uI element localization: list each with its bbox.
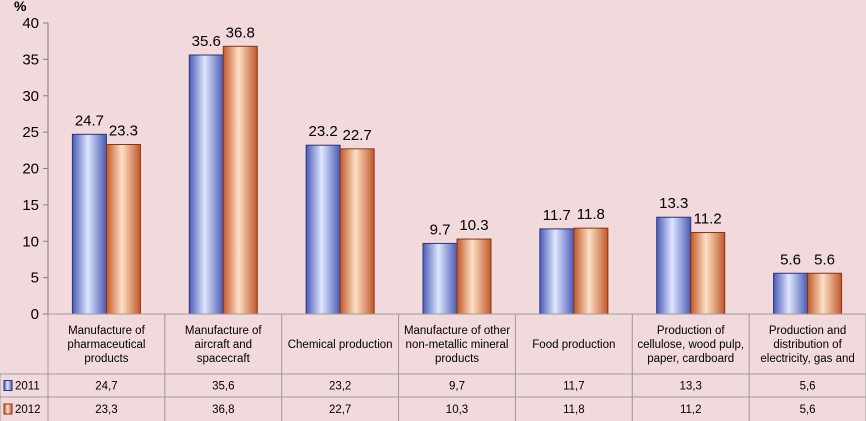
data-label-2012-5: 11.2 <box>694 211 722 228</box>
data-label-2011-1: 35.6 <box>192 33 221 50</box>
table-cell-2011-3: 9,7 <box>449 381 465 393</box>
data-label-2011-2: 23.2 <box>309 123 338 140</box>
bar-2012-2 <box>339 148 375 315</box>
y-tick-label: 5 <box>31 270 39 287</box>
table-cell-2011-6: 5,6 <box>800 381 816 393</box>
table-cell-2012-1: 36,8 <box>212 404 234 416</box>
legend-label-2012: 2012 <box>15 404 41 416</box>
data-label-2012-3: 10.3 <box>459 217 488 234</box>
category-label-6: Production and distribution of electricity… <box>760 325 854 365</box>
data-label-2011-5: 13.3 <box>659 195 688 212</box>
table-cell-2011-5: 13,3 <box>680 381 702 393</box>
category-label-3: Manufacture of other non-metallic mineral… <box>404 325 510 365</box>
bar-2012-4 <box>573 227 609 315</box>
category-label-2: Chemical production <box>288 339 393 351</box>
data-label-2011-0: 24.7 <box>75 112 104 129</box>
table-cell-2012-0: 23,3 <box>95 404 117 416</box>
bar-2012-5 <box>690 232 726 315</box>
category-label-0: Manufacture of pharmaceutical products <box>67 325 145 365</box>
data-label-2011-6: 5.6 <box>780 251 801 268</box>
bar-2011-4 <box>539 228 575 315</box>
y-tick-label: 30 <box>22 88 39 105</box>
legend-key-2011 <box>3 380 13 391</box>
legend-label-2011: 2011 <box>15 381 40 393</box>
y-tick-label: 40 <box>22 15 39 32</box>
y-tick-label: 25 <box>22 124 39 141</box>
data-label-2012-6: 5.6 <box>814 251 835 268</box>
data-label-2011-3: 9.7 <box>430 221 451 238</box>
bar-2011-6 <box>773 272 809 315</box>
category-label-5: Production of cellulose, wood pulp, paper,… <box>637 325 744 365</box>
table-cell-2012-4: 11,8 <box>563 404 585 416</box>
bar-2011-0 <box>71 133 107 315</box>
table-cell-2011-2: 23,2 <box>329 381 351 393</box>
category-label-4: Food production <box>532 339 615 351</box>
bar-2011-3 <box>422 242 458 315</box>
table-cell-2011-1: 35,6 <box>212 381 234 393</box>
y-tick-label: 35 <box>22 51 39 68</box>
table-cell-2012-5: 11,2 <box>680 404 702 416</box>
legend-key-2012 <box>3 403 13 415</box>
bar-2011-5 <box>656 216 692 315</box>
category-label-1: Manufacture of aircraft and spacecraft <box>185 325 263 365</box>
y-unit-label: % <box>14 0 27 14</box>
bar-2012-3 <box>456 238 492 315</box>
y-tick-label: 20 <box>22 161 39 178</box>
bar-2012-1 <box>222 45 258 315</box>
table-cell-2012-6: 5,6 <box>800 404 816 416</box>
data-label-2012-1: 36.8 <box>226 24 255 41</box>
data-label-2012-0: 23.3 <box>109 122 138 139</box>
y-tick-label: 10 <box>22 233 39 250</box>
data-label-2012-4: 11.8 <box>577 206 605 223</box>
data-label-2011-4: 11.7 <box>543 207 571 224</box>
bar-2011-2 <box>305 144 341 315</box>
data-label-2012-2: 22.7 <box>343 127 372 144</box>
y-tick-label: 15 <box>22 197 39 214</box>
bar-2012-0 <box>105 143 141 315</box>
y-tick-label: 0 <box>31 306 39 323</box>
table-cell-2012-2: 22,7 <box>329 404 351 416</box>
table-cell-2011-4: 11,7 <box>563 381 585 393</box>
bar-2012-6 <box>807 272 843 315</box>
table-cell-2012-3: 10,3 <box>446 404 468 416</box>
bar-2011-1 <box>188 54 224 315</box>
table-cell-2011-0: 24,7 <box>95 381 117 393</box>
